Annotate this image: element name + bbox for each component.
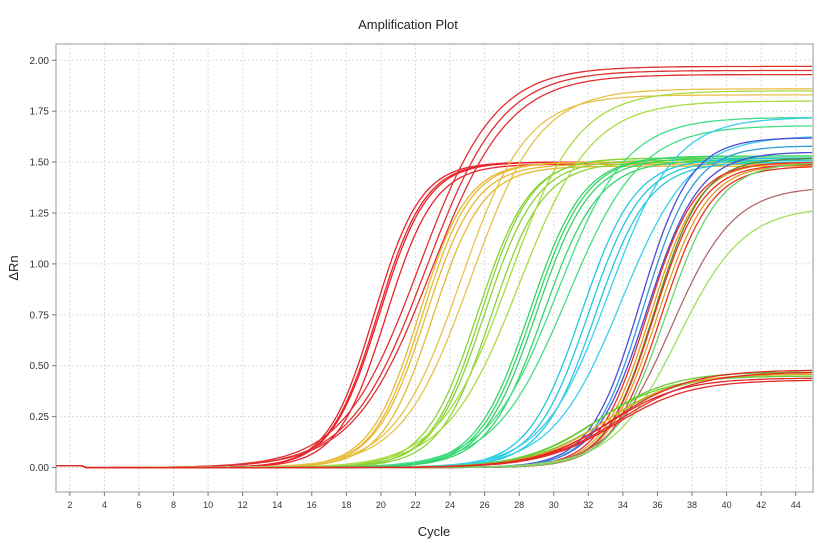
x-tick-label: 44 — [791, 500, 801, 510]
amplification-curve — [56, 379, 813, 469]
x-tick-label: 42 — [756, 500, 766, 510]
x-tick-label: 32 — [583, 500, 593, 510]
x-tick-label: 34 — [618, 500, 628, 510]
chart-title: Amplification Plot — [358, 17, 458, 32]
x-tick-label: 14 — [272, 500, 282, 510]
x-tick-label: 16 — [307, 500, 317, 510]
x-tick-label: 4 — [102, 500, 107, 510]
amplification-curve — [56, 165, 813, 469]
x-tick-label: 12 — [238, 500, 248, 510]
y-tick-label: 1.50 — [30, 158, 50, 169]
x-tick-label: 38 — [687, 500, 697, 510]
amplification-curve — [56, 166, 813, 469]
y-tick-label: 0.25 — [30, 412, 50, 423]
amplification-curve — [56, 73, 813, 469]
x-tick-label: 40 — [722, 500, 732, 510]
amplification-curve — [56, 163, 813, 469]
x-axis-ticks: 2 4 6 8 10 12 14 16 18 20 22 24 26 28 30 32 34 36 38 40 42 44 — [67, 492, 801, 510]
amplification-curve — [56, 163, 813, 469]
amplification-curve — [56, 375, 813, 469]
y-tick-label: 1.25 — [30, 209, 50, 220]
y-tick-label: 0.75 — [30, 310, 50, 321]
y-tick-label: 1.75 — [30, 107, 50, 118]
x-tick-label: 18 — [341, 500, 351, 510]
amplification-curve — [56, 163, 813, 469]
y-tick-label: 0.00 — [30, 463, 50, 474]
y-tick-label: 1.00 — [30, 259, 50, 270]
x-tick-label: 8 — [171, 500, 176, 510]
y-axis-label: ΔRn — [6, 255, 21, 280]
x-tick-label: 36 — [652, 500, 662, 510]
x-axis-label: Cycle — [418, 524, 451, 539]
y-tick-label: 2.00 — [30, 56, 50, 67]
x-tick-label: 22 — [410, 500, 420, 510]
x-tick-label: 30 — [549, 500, 559, 510]
x-tick-label: 26 — [480, 500, 490, 510]
amplification-curve — [56, 94, 813, 469]
x-tick-label: 6 — [136, 500, 141, 510]
amplification-curve — [56, 164, 813, 469]
y-axis-ticks: 0.00 0.25 0.50 0.75 1.00 1.25 1.50 1.75 2.00 — [30, 56, 56, 474]
x-tick-label: 20 — [376, 500, 386, 510]
x-tick-label: 2 — [67, 500, 72, 510]
curves — [56, 65, 813, 469]
amplification-curve — [56, 162, 813, 469]
x-tick-label: 24 — [445, 500, 455, 510]
x-tick-label: 10 — [203, 500, 213, 510]
plot-area — [55, 43, 814, 493]
amplification-curve — [56, 377, 813, 469]
x-tick-label: 28 — [514, 500, 524, 510]
y-tick-label: 0.50 — [30, 361, 50, 372]
